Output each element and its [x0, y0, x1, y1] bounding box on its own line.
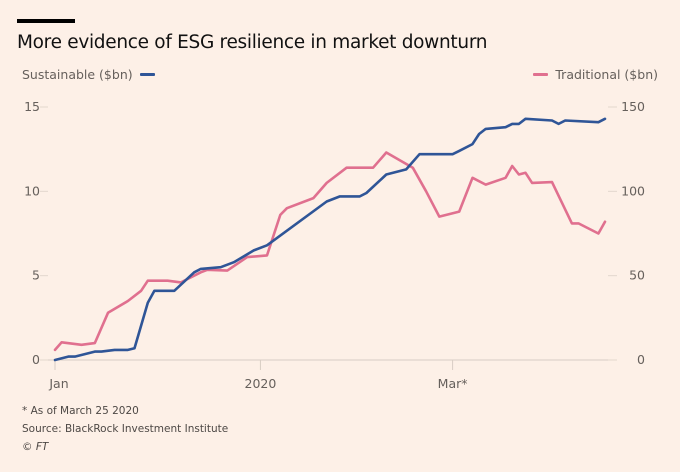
ft-header-bar: [17, 19, 75, 23]
legend-swatch-traditional: [533, 73, 549, 76]
y-right-tick-label: 100: [621, 183, 645, 198]
series-line-traditional: [53, 151, 607, 352]
legend-swatch-sustainable: [139, 73, 155, 76]
y-right-tick-label: 0: [637, 352, 645, 367]
series-line-sustainable: [53, 117, 607, 362]
y-left-tick-label: 5: [32, 268, 40, 283]
x-tick-label: Jan: [48, 376, 68, 391]
y-right-tick-label: 50: [629, 268, 645, 283]
legend-sustainable: Sustainable ($bn): [22, 67, 155, 82]
y-left-tick-label: 15: [24, 99, 40, 114]
copyright: © FT: [22, 441, 49, 453]
y-left-tick-label: 0: [32, 352, 40, 367]
y-left-tick-label: 10: [24, 183, 40, 198]
source-note: Source: BlackRock Investment Institute: [22, 423, 229, 435]
x-tick-label: 2020: [245, 376, 277, 391]
legend-label-sustainable: Sustainable ($bn): [22, 67, 133, 82]
legend-label-traditional: Traditional ($bn): [555, 67, 658, 82]
y-right-tick-label: 150: [621, 99, 645, 114]
chart-title: More evidence of ESG resilience in marke…: [17, 32, 488, 53]
x-tick-label: Mar*: [438, 376, 468, 391]
legend-traditional: Traditional ($bn): [533, 67, 658, 82]
footnote: * As of March 25 2020: [22, 405, 139, 417]
